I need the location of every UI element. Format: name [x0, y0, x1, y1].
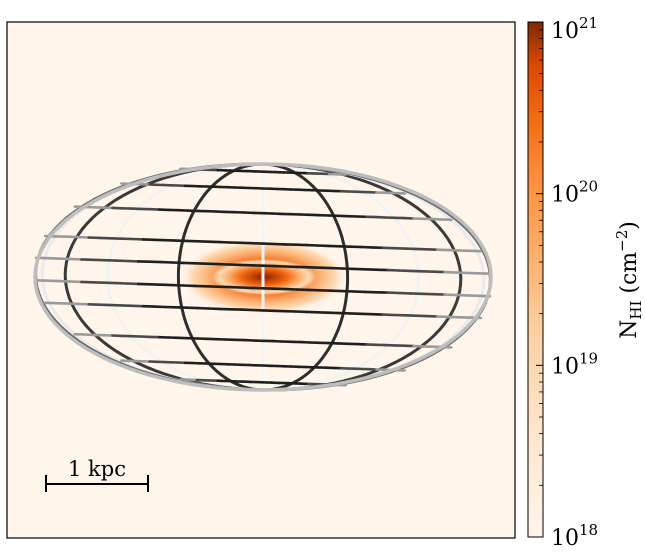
- colorbar-fill: [528, 22, 543, 537]
- colorbar-label: NHI (cm−2): [613, 221, 645, 339]
- wireframe-meridian: [261, 162, 350, 392]
- colorbar-frame: [527, 21, 544, 538]
- wireframe-meridian: [106, 162, 265, 392]
- wireframe-meridian: [261, 162, 463, 392]
- colorbar-label-main: N: [617, 320, 642, 339]
- wireframe-meridian: [63, 162, 265, 392]
- wireframe-meridian: [261, 162, 420, 392]
- spheroid-wireframe: [33, 162, 493, 392]
- colorbar-tick-base: 10: [551, 354, 579, 379]
- colorbar-label-unit-exp: −2: [613, 230, 631, 252]
- colorbar-tick-exponent: 21: [579, 14, 598, 32]
- colorbar-tick-label: 1019: [551, 349, 598, 379]
- wireframe-outline: [33, 162, 493, 392]
- colorbar-tick-base: 10: [551, 183, 579, 208]
- wireframe-meridian: [176, 162, 265, 392]
- colorbar-tick-exponent: 18: [579, 521, 598, 539]
- colorbar-label-unit-close: ): [617, 221, 642, 230]
- image-panel-frame: [6, 21, 516, 539]
- colorbar-tick-base: 10: [551, 526, 579, 551]
- colorbar-label-sub: HI: [627, 301, 645, 320]
- colorbar-tick-exponent: 20: [579, 178, 598, 196]
- scale-bar: 1 kpc: [45, 457, 149, 492]
- colorbar-tick-label: 1020: [551, 178, 598, 208]
- colorbar-tick-label: 1018: [551, 521, 598, 551]
- colorbar-tick-base: 10: [551, 19, 579, 44]
- colorbar-label-unit-open: (cm: [617, 252, 642, 301]
- scale-bar-label: 1 kpc: [68, 457, 126, 481]
- colorbar-tick-exponent: 19: [579, 349, 598, 367]
- colorbar-tick-label: 1021: [551, 14, 598, 44]
